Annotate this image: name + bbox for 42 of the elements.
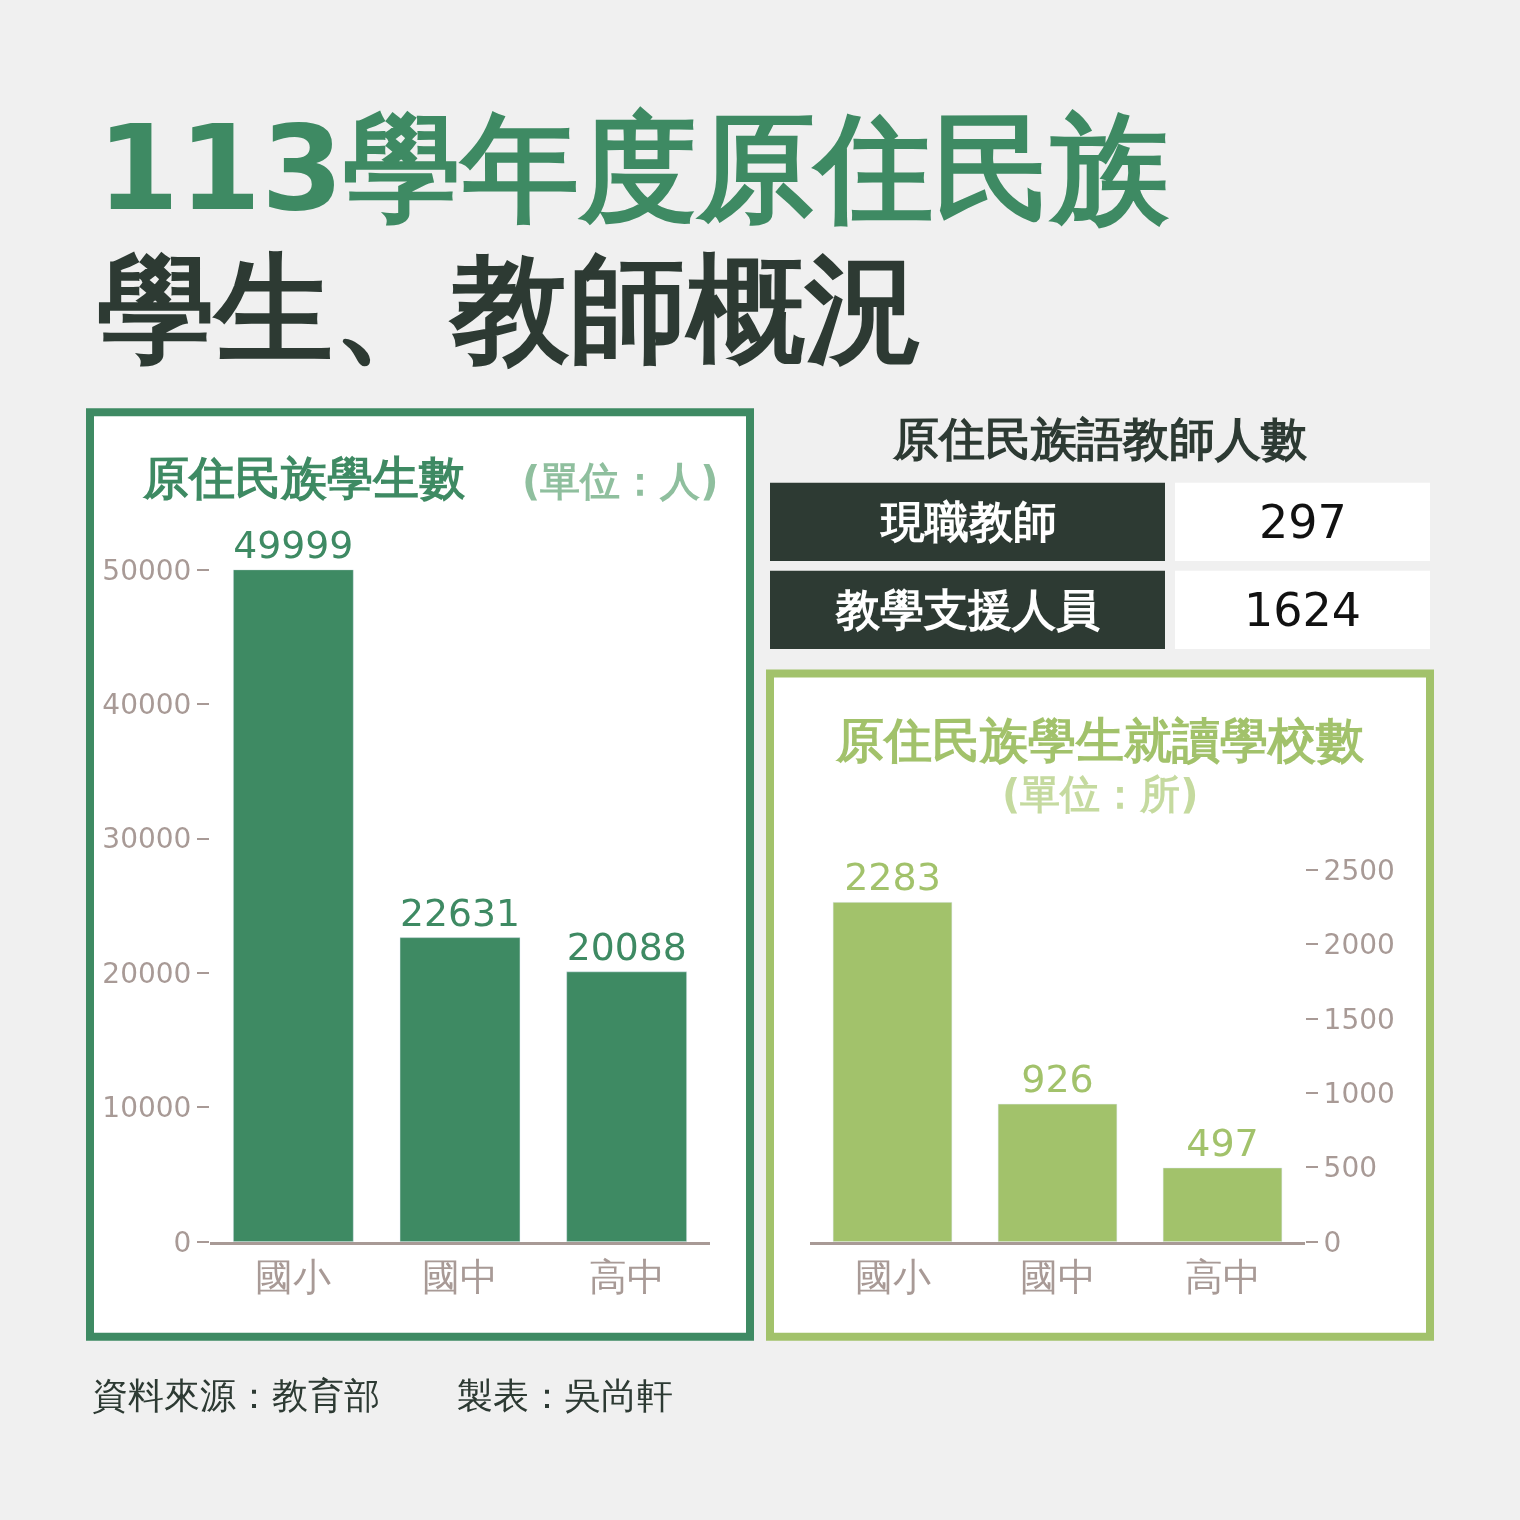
y-tick-label: 1500: [1323, 1002, 1395, 1036]
x-tick-label: 國中: [1019, 1255, 1096, 1300]
data-label: 297: [1259, 495, 1347, 549]
y-tick-label: 20000: [102, 956, 192, 990]
data-label: 22631: [400, 890, 520, 935]
bar: [997, 1103, 1118, 1242]
text: 原住民族語教師人數: [892, 412, 1308, 466]
y-tick-label: 500: [1323, 1151, 1378, 1185]
y-tick-label: 2000: [1323, 928, 1395, 962]
y-tick-label: 0: [1323, 1225, 1342, 1259]
y-axis-title: (單位：人): [522, 458, 719, 504]
y-tick-label: 40000: [102, 687, 192, 721]
x-tick-label: 國小: [854, 1255, 931, 1300]
data-label: 2283: [844, 855, 941, 900]
data-label: 20088: [566, 924, 687, 969]
bar: [832, 902, 953, 1242]
y-tick-label: 1000: [1323, 1076, 1395, 1110]
data-label: 49999: [233, 522, 354, 567]
bar: [1162, 1167, 1283, 1242]
bar: [566, 971, 687, 1242]
y-tick-label: 10000: [102, 1091, 192, 1125]
bar: [399, 937, 521, 1242]
data-label: 926: [1021, 1057, 1094, 1102]
x-tick-label: 高中: [1184, 1255, 1261, 1300]
chart-subtitle: 原住民族學生數: [142, 451, 466, 505]
y-axis-title: (單位：所): [1002, 771, 1199, 817]
chart-title: 原住民族學生就讀學校數: [835, 712, 1365, 768]
x-tick-label: 國中: [422, 1255, 498, 1300]
data-label: 1624: [1244, 583, 1362, 637]
source-note: 資料來源：教育部: [92, 1375, 380, 1416]
text: 製表：吳尚軒: [457, 1375, 673, 1416]
category-label: 教學支援人員: [835, 584, 1100, 635]
chart-title: 113學年度原住民族學生、教師概況: [97, 99, 1171, 378]
x-tick-label: 高中: [588, 1255, 665, 1300]
x-tick-label: 國小: [255, 1255, 332, 1300]
bar: [233, 569, 354, 1242]
category-label: 現職教師: [879, 496, 1057, 547]
y-tick-label: 30000: [102, 822, 192, 856]
y-tick-label: 50000: [102, 553, 192, 587]
data-label: 497: [1186, 1120, 1259, 1165]
y-tick-label: 2500: [1323, 853, 1395, 887]
y-tick-label: 0: [173, 1225, 192, 1259]
